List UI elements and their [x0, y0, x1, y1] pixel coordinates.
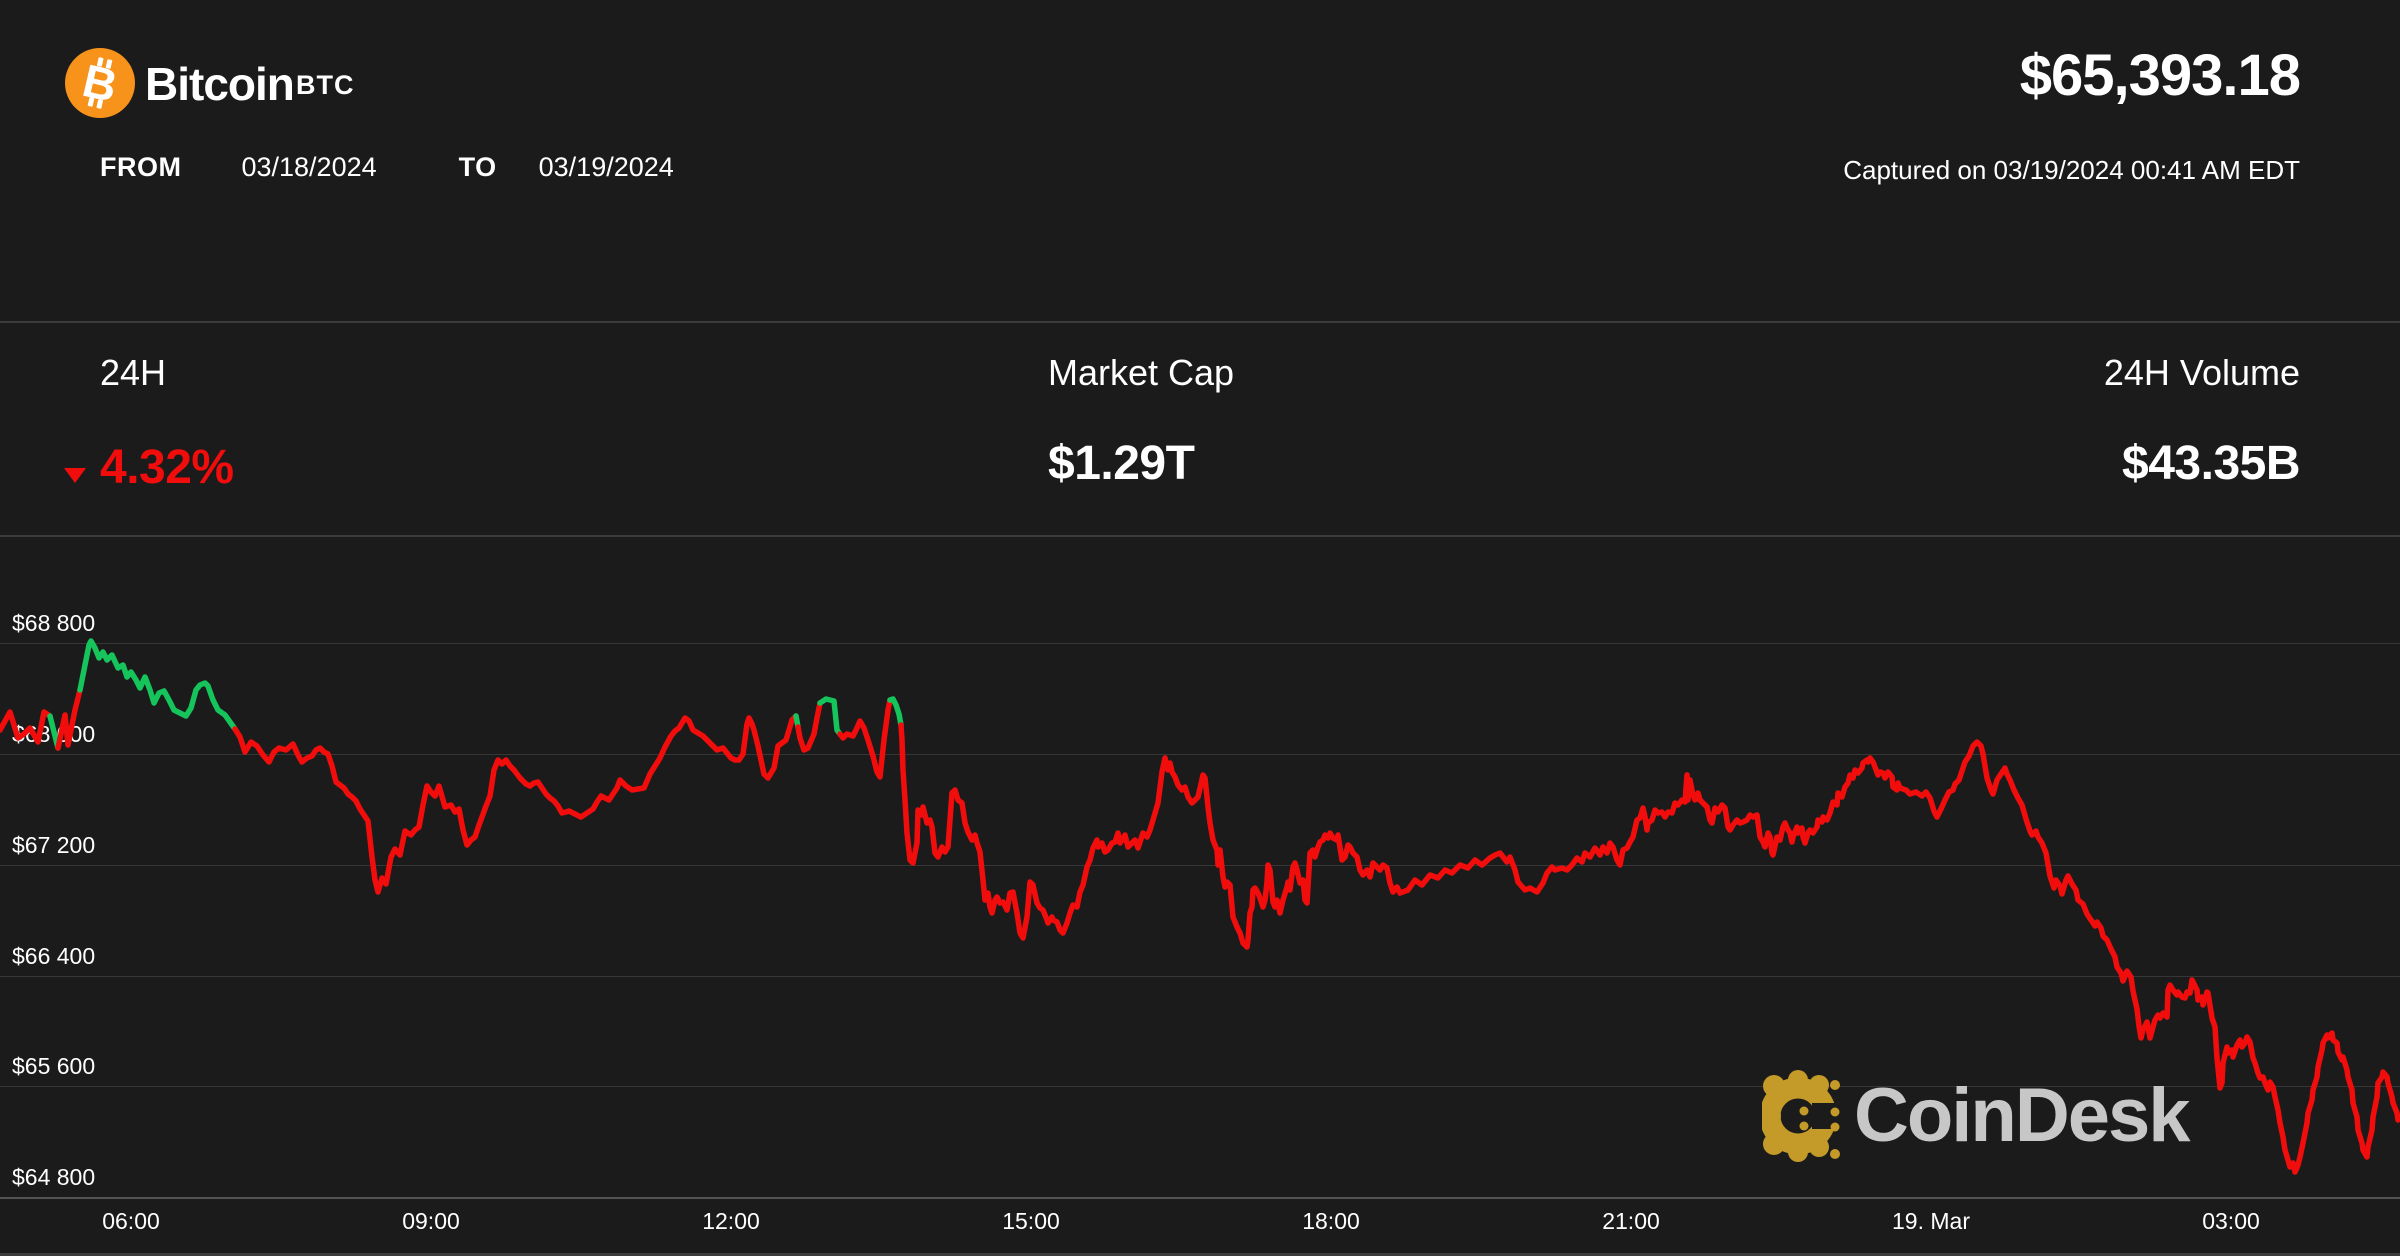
- divider-stats-bottom: [0, 535, 2400, 537]
- x-axis-tick-label: 06:00: [102, 1208, 160, 1234]
- y-axis-tick-label: $64 800: [12, 1164, 96, 1190]
- gridline: [0, 754, 2400, 755]
- price-line-segment: [837, 697, 893, 780]
- from-label: FROM: [100, 152, 182, 182]
- price-line-segment: [887, 696, 904, 728]
- x-axis-tick-label: 18:00: [1302, 1208, 1360, 1234]
- price-line-segment: [817, 696, 843, 737]
- price-line-segment: [77, 638, 238, 732]
- gridline: [0, 1197, 2400, 1199]
- change-24h-value-row: 4.32%: [64, 440, 234, 495]
- coindesk-watermark: CoinDesk: [1762, 1070, 2191, 1162]
- gridline: [0, 976, 2400, 977]
- price-line-segment: [55, 687, 83, 751]
- to-label: TO: [458, 152, 497, 182]
- market-cap-label: Market Cap: [1048, 352, 1235, 393]
- x-axis-tick-label: 15:00: [1002, 1208, 1060, 1234]
- price-line-segment: [898, 722, 2400, 1175]
- gridline: [0, 643, 2400, 644]
- coindesk-wordmark: CoinDesk: [1854, 1073, 2191, 1158]
- y-axis-tick-label: $66 400: [12, 943, 96, 969]
- volume-24h-label: 24H Volume: [2103, 352, 2300, 393]
- price-line-segment: [795, 700, 823, 753]
- y-axis-tick-label: $67 200: [12, 832, 96, 858]
- divider-top: [0, 321, 2400, 323]
- x-axis-tick-label: 12:00: [702, 1208, 760, 1234]
- captured-timestamp: Captured on 03/19/2024 00:41 AM EDT: [1843, 155, 2300, 185]
- gridline: [0, 865, 2400, 866]
- from-date-field[interactable]: 03/18/2024: [241, 152, 377, 182]
- volume-24h-value: $43.35B: [2122, 437, 2300, 490]
- date-range-row: FROM 03/18/2024 TO 03/19/2024: [100, 152, 674, 183]
- x-axis-tick-label: 03:00: [2202, 1208, 2260, 1234]
- change-24h-label: 24H: [100, 352, 167, 393]
- current-price: $65,393.18: [2019, 43, 2301, 108]
- x-axis-tick-label: 09:00: [402, 1208, 460, 1234]
- x-axis-tick-label: 21:00: [1602, 1208, 1660, 1234]
- y-axis-tick-label: $65 600: [12, 1053, 96, 1079]
- x-axis-tick-label: 19. Mar: [1892, 1208, 1970, 1234]
- bitcoin-logo-icon: B: [65, 48, 135, 118]
- market-cap-value: $1.29T: [1048, 437, 1195, 490]
- divider-bottom: [0, 1253, 2400, 1256]
- gridline: [0, 1086, 2400, 1087]
- price-line-segment: [0, 709, 53, 745]
- to-date-field[interactable]: 03/19/2024: [538, 152, 674, 182]
- y-axis-tick-label: $68 800: [12, 610, 96, 636]
- price-line-segment: [232, 713, 799, 895]
- coin-name: Bitcoin: [145, 58, 295, 110]
- coin-symbol: BTC: [296, 70, 355, 100]
- change-24h-value: 4.32%: [100, 441, 234, 494]
- coindesk-logo-icon: [1762, 1070, 1842, 1162]
- down-arrow-icon: [64, 468, 86, 483]
